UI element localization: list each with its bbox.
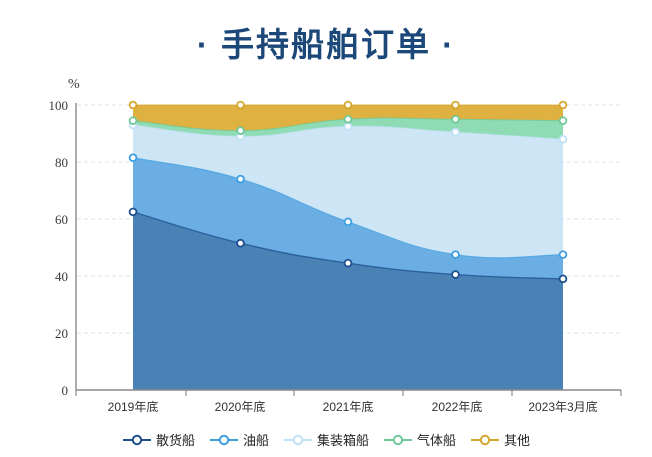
- data-point-marker[interactable]: [236, 126, 245, 135]
- data-point-marker[interactable]: [128, 100, 138, 110]
- y-tick-label-100: 100: [48, 98, 69, 113]
- x-tick-label-2021: 2021年底: [322, 400, 374, 414]
- y-tick-label-40: 40: [55, 269, 68, 284]
- chart-legend: 散货船 油船 集装箱船 气体船 其他: [0, 430, 652, 449]
- legend-marker-icon: [384, 434, 412, 445]
- data-point-marker[interactable]: [451, 127, 460, 137]
- area-series-group: [132, 104, 564, 390]
- legend-label: 其他: [504, 433, 531, 448]
- data-point-marker[interactable]: [558, 116, 568, 125]
- legend-item-3[interactable]: 气体船: [383, 430, 456, 449]
- data-point-marker[interactable]: [558, 274, 568, 284]
- data-point-marker[interactable]: [451, 114, 460, 124]
- data-point-marker[interactable]: [128, 116, 138, 125]
- legend-marker-icon: [209, 434, 238, 445]
- data-point-marker[interactable]: [343, 217, 353, 227]
- legend-label: 气体船: [417, 433, 457, 448]
- y-tick-label-80: 80: [55, 155, 68, 170]
- legend-item-0[interactable]: 散货船: [122, 430, 195, 449]
- data-point-marker[interactable]: [343, 122, 353, 131]
- legend-item-2[interactable]: 集装箱船: [283, 430, 369, 449]
- legend-label: 油船: [242, 433, 269, 448]
- y-axis-unit-label: %: [68, 77, 80, 92]
- data-point-marker[interactable]: [128, 207, 138, 217]
- data-point-marker[interactable]: [236, 100, 245, 110]
- area-series-0: [133, 211, 563, 390]
- data-point-marker[interactable]: [451, 270, 460, 279]
- x-tick-label-2020: 2020年底: [214, 400, 266, 414]
- x-tick-label-2019: 2019年底: [107, 400, 159, 414]
- data-point-marker[interactable]: [236, 238, 245, 248]
- legend-marker-icon: [122, 434, 151, 445]
- legend-item-4[interactable]: 其他: [470, 430, 530, 449]
- y-tick-label-0: 0: [61, 383, 69, 398]
- data-point-markers-group: [128, 100, 568, 284]
- data-point-marker[interactable]: [451, 250, 460, 259]
- legend-label: 集装箱船: [316, 433, 369, 448]
- data-point-marker[interactable]: [343, 114, 353, 124]
- axis-lines-group: [75, 103, 622, 396]
- data-point-marker[interactable]: [236, 174, 245, 184]
- legend-marker-icon: [283, 434, 312, 445]
- x-tick-label-2022: 2022年底: [431, 400, 483, 414]
- data-point-marker[interactable]: [451, 100, 460, 110]
- data-point-marker[interactable]: [558, 134, 568, 144]
- x-tick-label-2023: 2023年3月底: [528, 400, 598, 414]
- data-point-marker[interactable]: [558, 250, 568, 259]
- data-point-marker[interactable]: [343, 258, 353, 268]
- data-point-marker[interactable]: [558, 100, 568, 110]
- legend-marker-icon: [471, 434, 500, 445]
- y-tick-label-20: 20: [55, 326, 68, 341]
- legend-label: 散货船: [155, 433, 195, 448]
- legend-item-1[interactable]: 油船: [209, 430, 269, 449]
- data-point-marker[interactable]: [343, 100, 353, 110]
- data-point-marker[interactable]: [128, 153, 138, 163]
- y-tick-label-60: 60: [55, 212, 68, 227]
- page-title: · 手持船舶订单 ·: [196, 26, 456, 63]
